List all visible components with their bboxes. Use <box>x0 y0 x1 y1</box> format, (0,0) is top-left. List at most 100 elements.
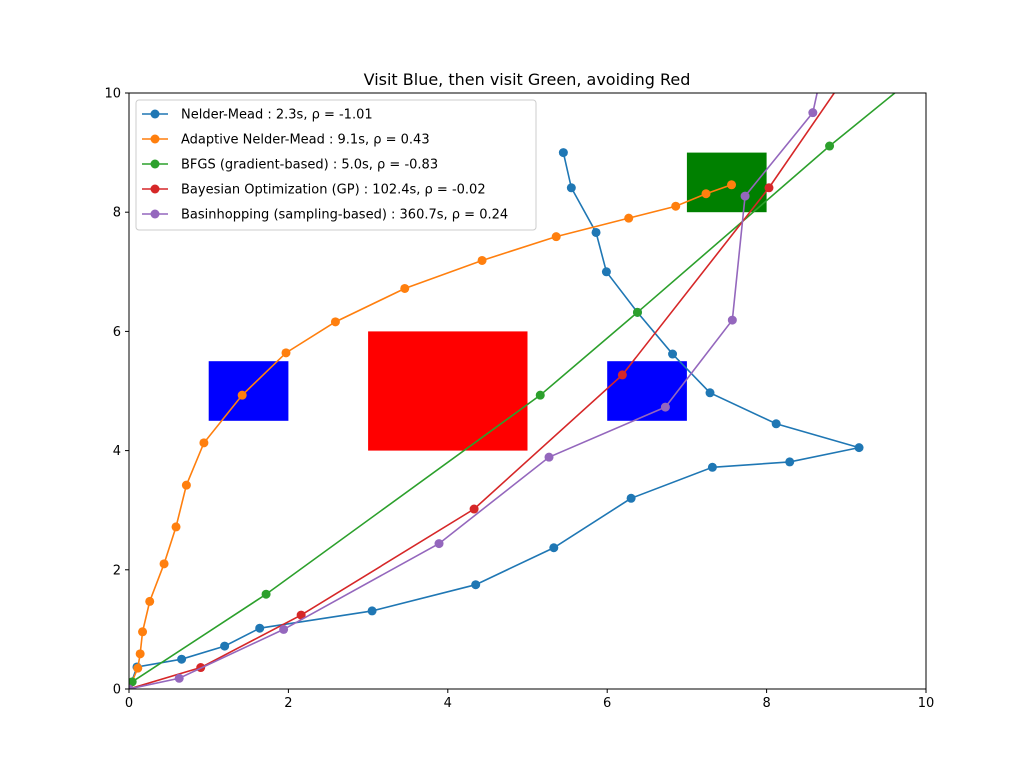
x-tick-label-3: 6 <box>603 696 611 711</box>
axis-ticks: 0 2 4 6 8 10 0 2 4 6 8 10 <box>104 87 934 712</box>
y-tick-label-5: 10 <box>104 87 121 102</box>
data-point-3-4 <box>617 370 627 380</box>
legend-swatch-marker-0 <box>150 109 160 119</box>
data-point-4-9 <box>814 83 823 92</box>
y-tick-label-3: 6 <box>113 325 121 340</box>
legend-item-4: Basinhopping (sampling-based) : 360.7s, … <box>142 208 508 223</box>
data-point-0-14 <box>668 349 678 359</box>
data-point-0-16 <box>601 267 611 277</box>
y-tick-label-2: 4 <box>113 444 121 459</box>
data-point-1-13 <box>477 255 487 265</box>
series-lines <box>129 83 907 689</box>
data-point-3-2 <box>296 610 306 620</box>
data-point-1-1 <box>133 663 143 673</box>
data-point-4-5 <box>660 402 670 412</box>
data-point-1-17 <box>701 189 711 199</box>
data-point-0-10 <box>785 457 795 467</box>
data-point-4-2 <box>279 624 289 634</box>
legend-box <box>135 99 537 231</box>
legend-item-1: Adaptive Nelder-Mead : 9.1s, ρ = 0.43 <box>142 133 430 148</box>
data-point-1-16 <box>671 201 681 211</box>
y-tick-label-4: 8 <box>113 206 121 221</box>
data-point-4-7 <box>740 191 750 201</box>
data-point-1-8 <box>199 438 209 448</box>
data-point-0-8 <box>626 493 636 503</box>
series-line-0 <box>129 152 860 689</box>
region-green-3 <box>686 152 767 213</box>
data-point-0-7 <box>549 543 559 553</box>
data-point-3-5 <box>764 183 774 193</box>
data-point-1-15 <box>624 213 634 223</box>
data-point-1-14 <box>551 232 561 242</box>
x-tick-label-4: 8 <box>762 696 770 711</box>
data-point-1-7 <box>181 480 191 490</box>
legend-label-4: Basinhopping (sampling-based) : 360.7s, … <box>181 208 508 223</box>
data-point-1-9 <box>237 390 247 400</box>
data-point-2-6 <box>898 83 907 92</box>
data-point-2-2 <box>261 589 271 599</box>
data-point-0-9 <box>707 462 717 472</box>
series-line-4 <box>129 93 818 689</box>
data-point-4-4 <box>544 452 554 462</box>
series-1 <box>129 180 737 689</box>
data-point-1-4 <box>145 596 155 606</box>
series-4 <box>129 83 823 689</box>
data-point-0-4 <box>255 623 265 633</box>
x-tick-label-5: 10 <box>918 696 935 711</box>
data-point-2-3 <box>535 390 545 400</box>
data-point-0-17 <box>591 227 601 237</box>
x-tick-label-2: 4 <box>444 696 452 711</box>
legend-item-2: BFGS (gradient-based) : 5.0s, ρ = -0.83 <box>142 158 438 173</box>
data-point-0-12 <box>771 419 781 429</box>
legend-item-3: Bayesian Optimization (GP) : 102.4s, ρ =… <box>142 183 486 198</box>
legend-label-1: Adaptive Nelder-Mead : 9.1s, ρ = 0.43 <box>181 133 430 148</box>
data-point-0-3 <box>220 641 230 651</box>
data-point-1-12 <box>400 283 410 293</box>
legend-item-0: Nelder-Mead : 2.3s, ρ = -1.01 <box>142 108 373 123</box>
region-blue-1 <box>607 361 687 421</box>
x-tick-label-1: 2 <box>284 696 292 711</box>
data-point-2-5 <box>825 141 835 151</box>
data-point-4-8 <box>808 108 818 118</box>
data-point-3-6 <box>834 83 843 92</box>
data-point-1-2 <box>135 649 145 659</box>
legend: Nelder-Mead : 2.3s, ρ = -1.01 Adaptive Ne… <box>135 99 537 231</box>
data-point-1-3 <box>138 627 148 637</box>
legend-swatch-marker-3 <box>150 184 160 194</box>
data-point-1-5 <box>159 559 169 569</box>
data-point-0-11 <box>854 443 864 453</box>
data-point-4-3 <box>434 539 444 549</box>
legend-label-3: Bayesian Optimization (GP) : 102.4s, ρ =… <box>181 183 486 198</box>
y-tick-label-0: 0 <box>113 683 121 698</box>
y-tick-label-1: 2 <box>113 563 121 578</box>
region-blue-0 <box>208 361 289 421</box>
data-point-4-0 <box>129 684 134 689</box>
data-point-4-1 <box>174 673 184 683</box>
data-point-1-6 <box>171 522 181 532</box>
legend-swatch-marker-2 <box>150 159 160 169</box>
x-tick-label-0: 0 <box>125 696 133 711</box>
data-point-1-10 <box>281 348 291 358</box>
legend-swatch-marker-4 <box>150 209 160 219</box>
data-point-0-2 <box>177 654 187 664</box>
legend-swatch-marker-1 <box>150 134 160 144</box>
data-point-2-1 <box>129 677 137 687</box>
data-point-0-19 <box>558 148 568 158</box>
series-2 <box>129 83 907 689</box>
data-point-0-6 <box>471 580 481 590</box>
axes-frame <box>128 92 927 690</box>
legend-label-0: Nelder-Mead : 2.3s, ρ = -1.01 <box>181 108 373 123</box>
legend-label-2: BFGS (gradient-based) : 5.0s, ρ = -0.83 <box>181 158 438 173</box>
region-red-2 <box>368 331 528 451</box>
data-point-1-18 <box>727 180 737 190</box>
data-point-3-3 <box>469 504 479 514</box>
regions <box>208 152 767 451</box>
chart-title: Visit Blue, then visit Green, avoiding R… <box>364 70 691 89</box>
data-point-2-4 <box>632 307 642 317</box>
data-point-0-5 <box>367 606 377 616</box>
data-point-0-18 <box>566 183 576 193</box>
data-point-0-13 <box>705 388 715 398</box>
data-point-4-6 <box>727 315 737 325</box>
